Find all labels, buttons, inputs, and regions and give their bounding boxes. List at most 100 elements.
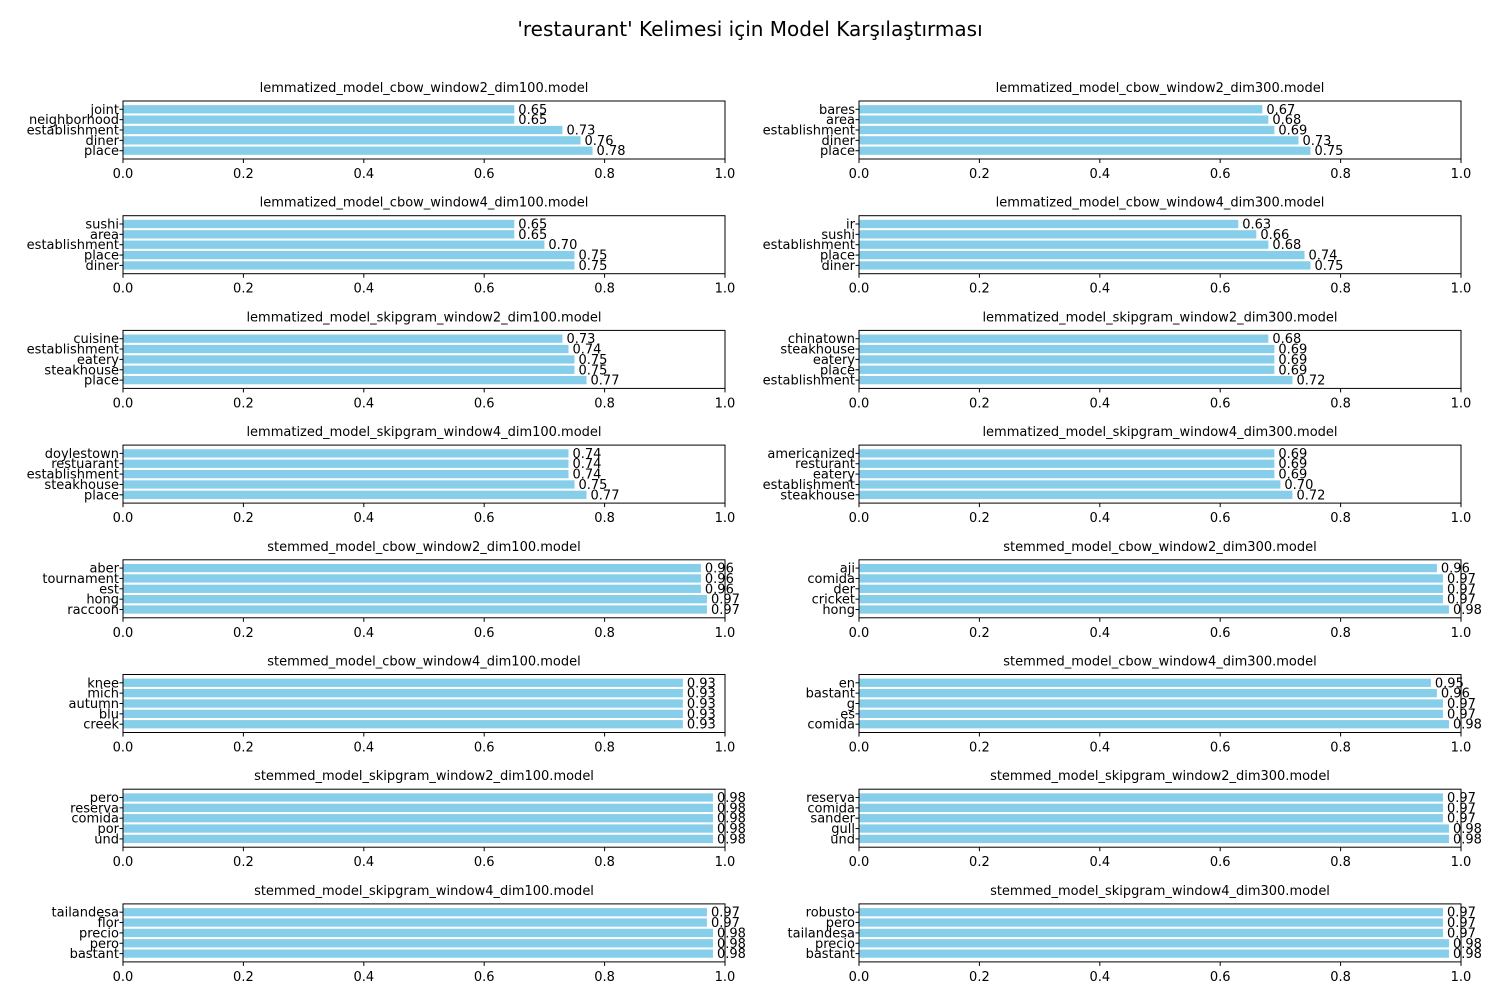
x-tick-label: 0.4 <box>1089 282 1110 297</box>
category-label: establishment <box>763 374 855 389</box>
category-label: sushi <box>85 217 119 232</box>
bar-est <box>123 584 701 593</box>
category-label: eatery <box>813 353 855 368</box>
bar-place <box>123 375 587 385</box>
category-label: bastant <box>806 947 855 962</box>
bar-pero <box>123 939 713 948</box>
value-label: 0.98 <box>1453 937 1482 952</box>
x-tick-label: 0.8 <box>594 855 615 870</box>
value-label: 0.96 <box>1441 562 1470 577</box>
chart-panel-5: lemmatized_model_skipgram_window2_dim100… <box>27 310 736 411</box>
value-label: 0.96 <box>705 562 734 577</box>
x-tick-label: 0.2 <box>969 511 990 526</box>
x-tick-label: 0.6 <box>1210 970 1231 985</box>
x-tick-label: 1.0 <box>715 970 736 985</box>
x-tick-label: 0.6 <box>474 396 495 411</box>
value-label: 0.98 <box>717 822 746 837</box>
bar-establishment <box>123 240 545 249</box>
x-tick-label: 0.8 <box>594 167 615 182</box>
value-label: 0.74 <box>572 447 601 462</box>
x-tick-label: 0.2 <box>969 626 990 641</box>
bar-chinatown <box>859 334 1269 343</box>
x-tick-label: 0.8 <box>1330 855 1351 870</box>
bar-autumn <box>123 699 683 708</box>
chart-panel-7: lemmatized_model_skipgram_window4_dim100… <box>27 425 736 526</box>
subplot-title: stemmed_model_skipgram_window4_dim100.mo… <box>254 884 594 899</box>
value-label: 0.96 <box>1441 687 1470 702</box>
x-tick-label: 1.0 <box>715 167 736 182</box>
x-tick-label: 0.8 <box>1330 396 1351 411</box>
subplot-title: stemmed_model_skipgram_window2_dim100.mo… <box>254 769 594 784</box>
x-tick-label: 0.2 <box>969 855 990 870</box>
value-label: 0.69 <box>1278 124 1307 139</box>
bar-es <box>859 709 1443 718</box>
category-label: bastant <box>70 947 119 962</box>
x-tick-label: 1.0 <box>715 282 736 297</box>
category-label: establishment <box>27 468 119 483</box>
chart-panel-14: stemmed_model_skipgram_window2_dim300.mo… <box>806 769 1482 870</box>
category-label: autumn <box>69 697 119 712</box>
category-label: diner <box>86 134 120 149</box>
bar-comida <box>859 720 1449 729</box>
x-tick-label: 0.2 <box>233 396 254 411</box>
x-tick-label: 0.6 <box>474 511 495 526</box>
x-tick-label: 1.0 <box>1451 970 1472 985</box>
category-label: pero <box>90 791 119 806</box>
x-tick-label: 0.4 <box>353 741 374 756</box>
bar-bastant <box>859 689 1437 698</box>
category-label: comida <box>71 812 119 827</box>
value-label: 0.65 <box>518 103 547 118</box>
chart-panel-11: stemmed_model_cbow_window4_dim100.modelc… <box>69 655 736 756</box>
x-tick-label: 0.6 <box>474 626 495 641</box>
category-label: doylestown <box>45 447 119 462</box>
category-label: comida <box>807 572 855 587</box>
figure-title: 'restaurant' Kelimesi için Model Karşıla… <box>517 17 982 41</box>
x-tick-label: 0.6 <box>1210 167 1231 182</box>
x-tick-label: 0.6 <box>474 855 495 870</box>
x-tick-label: 0.2 <box>233 741 254 756</box>
category-label: establishment <box>763 238 855 253</box>
x-tick-label: 0.8 <box>594 741 615 756</box>
bar-und <box>859 834 1449 844</box>
category-label: hong <box>86 593 119 608</box>
bar-place <box>123 250 575 260</box>
chart-panel-13: stemmed_model_skipgram_window2_dim100.mo… <box>70 769 746 870</box>
bar-place <box>123 490 587 499</box>
x-tick-label: 0.6 <box>1210 741 1231 756</box>
value-label: 0.95 <box>1435 676 1464 691</box>
bar-steakhouse <box>859 344 1275 354</box>
bar-diner <box>859 136 1299 145</box>
bar-bastant <box>859 949 1449 958</box>
bar-steakhouse <box>123 480 575 489</box>
x-tick-label: 0.6 <box>474 970 495 985</box>
bar-tournament <box>123 574 701 583</box>
category-label: resturant <box>795 457 855 472</box>
category-label: pero <box>826 916 855 931</box>
bar-por <box>123 824 713 833</box>
bar-diner <box>123 261 575 270</box>
x-tick-label: 0.0 <box>113 167 134 182</box>
bar-robusto <box>859 908 1443 917</box>
x-tick-label: 0.2 <box>233 626 254 641</box>
category-label: precio <box>815 937 855 952</box>
x-tick-label: 0.6 <box>1210 855 1231 870</box>
category-label: comida <box>807 801 855 816</box>
value-label: 0.98 <box>717 812 746 827</box>
bar-resturant <box>859 459 1275 468</box>
bar-aber <box>123 563 701 573</box>
bar-comida <box>123 814 713 823</box>
bar-establishment <box>123 469 569 479</box>
category-label: reserva <box>806 791 855 806</box>
value-label: 0.74 <box>572 457 601 472</box>
bar-hong <box>123 595 707 604</box>
bar-precio <box>859 939 1449 948</box>
x-tick-label: 0.0 <box>849 741 870 756</box>
category-label: flor <box>98 916 120 931</box>
category-label: bares <box>819 103 855 118</box>
x-tick-label: 0.2 <box>969 282 990 297</box>
x-tick-label: 1.0 <box>1451 167 1472 182</box>
category-label: creek <box>83 718 119 733</box>
bar-area <box>859 115 1269 124</box>
x-tick-label: 1.0 <box>1451 741 1472 756</box>
bar-pero <box>859 918 1443 927</box>
